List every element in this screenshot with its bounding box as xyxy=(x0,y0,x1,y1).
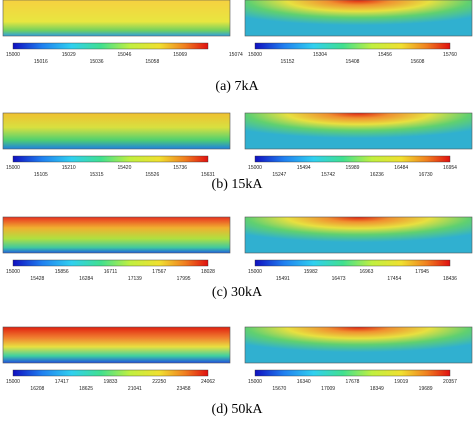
colorbar-label: 17945 xyxy=(415,269,429,275)
colorbar-label: 15631 xyxy=(201,172,215,178)
caption: (d) 50kA xyxy=(212,402,264,417)
colorbar-label: 16711 xyxy=(104,269,118,275)
colorbar-label: 15989 xyxy=(346,165,360,171)
colorbar-label: 22250 xyxy=(152,379,166,385)
colorbar-label: 18028 xyxy=(201,269,215,275)
colorbar-label: 17139 xyxy=(128,276,142,282)
colorbar-label: 15494 xyxy=(297,165,311,171)
colorbar-label: 16963 xyxy=(359,269,373,275)
colorbar xyxy=(254,42,451,50)
colorbar-label: 19833 xyxy=(104,379,118,385)
colorbar-label: 15000 xyxy=(6,269,20,275)
colorbar-label: 15029 xyxy=(62,52,76,58)
colorbar-label: 18625 xyxy=(79,386,93,392)
colorbar-label: 15247 xyxy=(272,172,286,178)
colorbar xyxy=(12,155,209,163)
contour-plot xyxy=(2,326,231,364)
colorbar-label: 19689 xyxy=(419,386,433,392)
colorbar-label: 15742 xyxy=(321,172,335,178)
colorbar-label: 15210 xyxy=(62,165,76,171)
colorbar-label: 15304 xyxy=(313,52,327,58)
colorbar-label: 16208 xyxy=(30,386,44,392)
contour-plot xyxy=(244,0,473,37)
colorbar-label: 19019 xyxy=(394,379,408,385)
colorbar-label: 15000 xyxy=(248,269,262,275)
colorbar-label: 16236 xyxy=(370,172,384,178)
colorbar-label: 17995 xyxy=(177,276,191,282)
colorbar-label: 20357 xyxy=(443,379,457,385)
colorbar-label: 15608 xyxy=(411,59,425,65)
contour-plot xyxy=(244,326,473,364)
colorbar-label: 15000 xyxy=(248,165,262,171)
colorbar-label: 15000 xyxy=(6,165,20,171)
contour-plot xyxy=(2,112,231,150)
contour-plot xyxy=(2,0,231,37)
caption: (b) 15kA xyxy=(212,177,264,192)
caption: (a) 7kA xyxy=(215,79,259,94)
colorbar-label: 15760 xyxy=(443,52,457,58)
colorbar-label: 15315 xyxy=(90,172,104,178)
colorbar-label: 17454 xyxy=(387,276,401,282)
colorbar-label: 15000 xyxy=(248,379,262,385)
colorbar-label: 18349 xyxy=(370,386,384,392)
colorbar xyxy=(12,369,209,377)
colorbar-label: 15491 xyxy=(276,276,290,282)
colorbar-label: 18436 xyxy=(443,276,457,282)
colorbar-label: 15456 xyxy=(378,52,392,58)
colorbar xyxy=(254,369,451,377)
contour-plot xyxy=(2,216,231,254)
colorbar-label: 16284 xyxy=(79,276,93,282)
colorbar-label: 15152 xyxy=(281,59,295,65)
colorbar-label: 15058 xyxy=(145,59,159,65)
colorbar-label: 15069 xyxy=(173,52,187,58)
contour-plot xyxy=(244,112,473,150)
colorbar-label: 15074 xyxy=(229,52,243,58)
colorbar-label: 16484 xyxy=(394,165,408,171)
contour-plot xyxy=(244,216,473,254)
colorbar-label: 15856 xyxy=(55,269,69,275)
colorbar-label: 15105 xyxy=(34,172,48,178)
colorbar-label: 17009 xyxy=(321,386,335,392)
colorbar-label: 15428 xyxy=(30,276,44,282)
colorbar-label: 15408 xyxy=(346,59,360,65)
colorbar-label: 15016 xyxy=(34,59,48,65)
colorbar-label: 16473 xyxy=(332,276,346,282)
colorbar-label: 15000 xyxy=(6,52,20,58)
colorbar-label: 15526 xyxy=(145,172,159,178)
colorbar-label: 16954 xyxy=(443,165,457,171)
colorbar-label: 15670 xyxy=(272,386,286,392)
colorbar-label: 16340 xyxy=(297,379,311,385)
colorbar-label: 15000 xyxy=(248,52,262,58)
colorbar-label: 15000 xyxy=(6,379,20,385)
colorbar-label: 15982 xyxy=(304,269,318,275)
colorbar-label: 16730 xyxy=(419,172,433,178)
colorbar xyxy=(254,259,451,267)
colorbar-label: 17417 xyxy=(55,379,69,385)
colorbar xyxy=(12,259,209,267)
colorbar-label: 15736 xyxy=(173,165,187,171)
colorbar-label: 15036 xyxy=(90,59,104,65)
colorbar-label: 24062 xyxy=(201,379,215,385)
colorbar-label: 15420 xyxy=(117,165,131,171)
colorbar-label: 15046 xyxy=(117,52,131,58)
colorbar xyxy=(254,155,451,163)
colorbar-label: 17567 xyxy=(152,269,166,275)
caption: (c) 30kA xyxy=(212,285,263,300)
colorbar-label: 17678 xyxy=(346,379,360,385)
colorbar-label: 21041 xyxy=(128,386,142,392)
colorbar-label: 23458 xyxy=(177,386,191,392)
colorbar xyxy=(12,42,209,50)
